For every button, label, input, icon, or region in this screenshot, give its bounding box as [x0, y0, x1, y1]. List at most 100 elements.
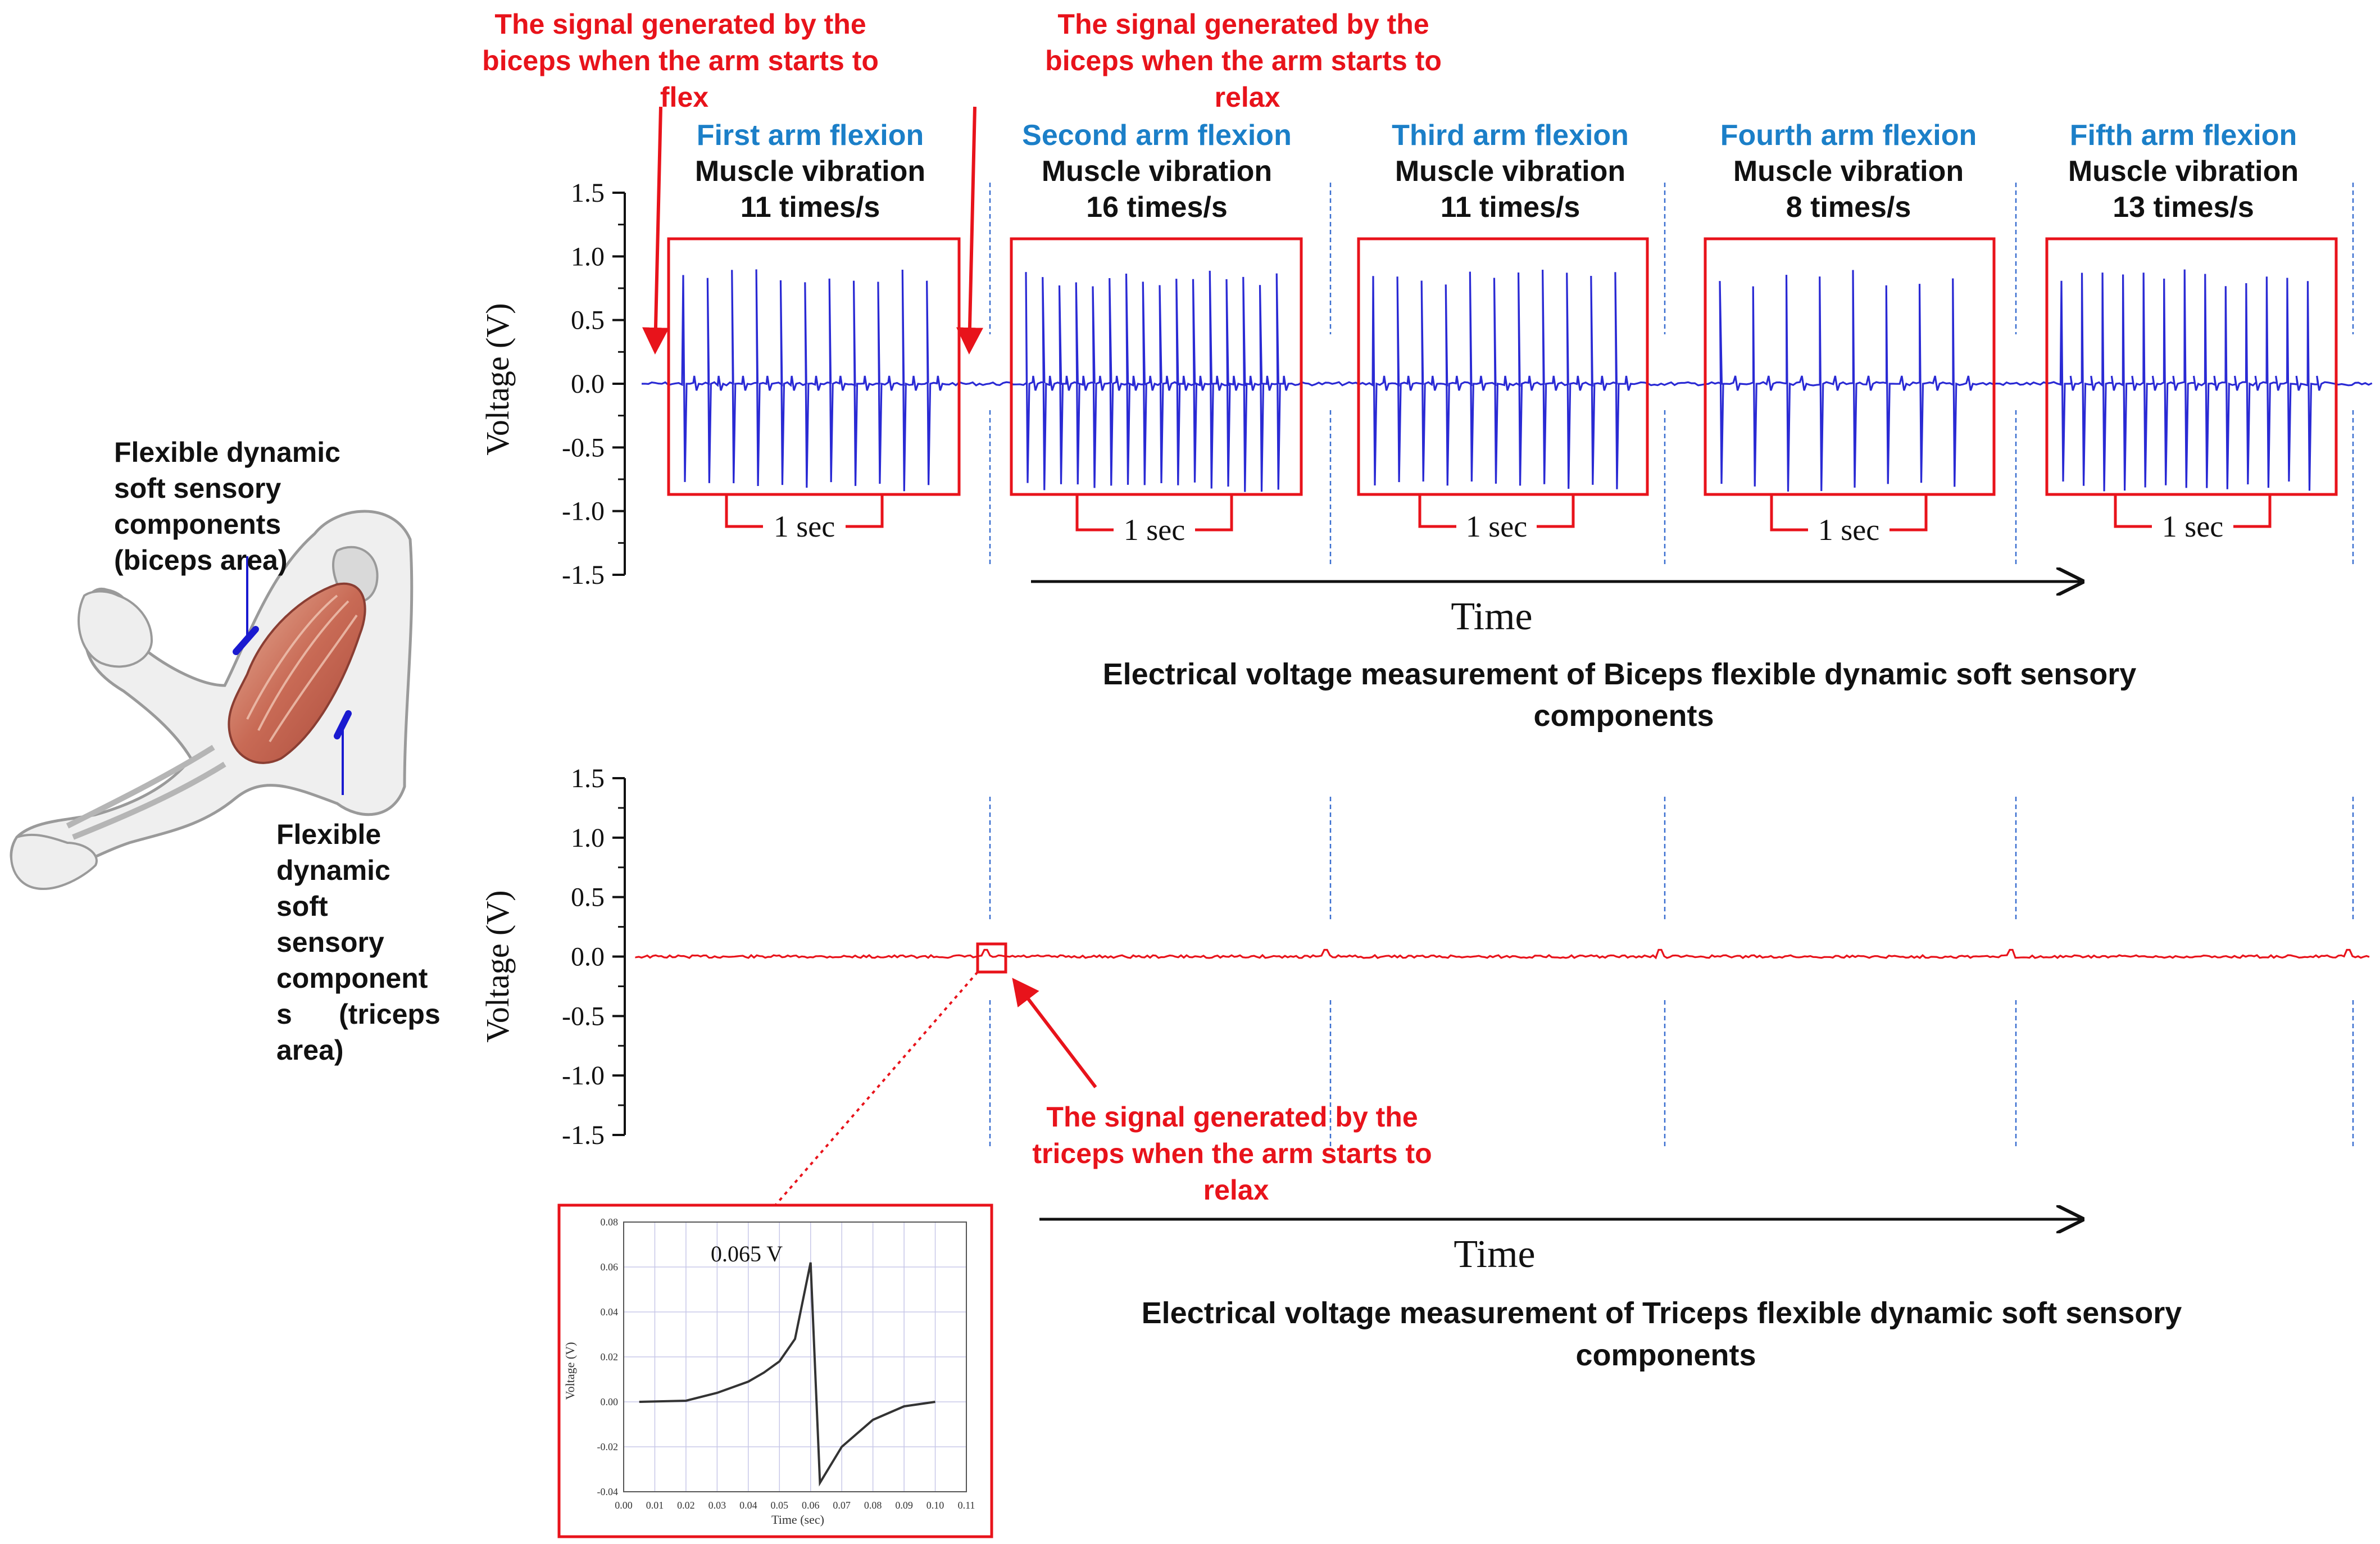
flexion-headers: First arm flexion Muscle vibration 11 ti… — [695, 119, 2299, 224]
triceps-tick-label: 0.5 — [571, 883, 605, 912]
inset-y-tick: 0.08 — [601, 1216, 619, 1228]
one-sec-label: 1 sec — [1466, 510, 1527, 543]
flexion-box — [1704, 237, 1996, 496]
biceps-tick-label: 0.0 — [571, 369, 605, 399]
flexion-title-3: Third arm flexion — [1392, 119, 1629, 152]
inset-peak-label: 0.065 V — [711, 1241, 783, 1266]
flexion-rate-2: 16 times/s — [1086, 191, 1228, 224]
flexion-vibration-1: Muscle vibration — [695, 155, 925, 188]
inset-y-title: Voltage (V) — [563, 1342, 577, 1400]
flexion-rate-1: 11 times/s — [741, 191, 880, 224]
one-sec-bracket-right — [1890, 494, 1928, 532]
flexion-title-1: First arm flexion — [697, 119, 924, 152]
biceps-flexion-boxes: 1 sec 1 sec 1 sec 1 sec 1 sec — [667, 237, 2338, 547]
flexion-vibration-3: Muscle vibration — [1395, 155, 1625, 188]
inset-y-tick: -0.02 — [597, 1441, 619, 1452]
one-sec-label: 1 sec — [2162, 510, 2223, 543]
zoom-inset: 0.00 0.01 0.02 0.03 0.04 0.05 0.06 0.07 0.08 0.09… — [557, 1204, 993, 1538]
flexion-box — [667, 237, 961, 496]
biceps-tick-label: -0.5 — [562, 433, 605, 462]
triceps-zoom-marker — [976, 942, 1007, 974]
triceps-pointer-arrow — [1012, 978, 1097, 1088]
flexion-title-5: Fifth arm flexion — [2070, 119, 2297, 152]
one-sec-bracket-left — [1770, 494, 1808, 532]
triceps-y-axis-title: Voltage (V) — [479, 890, 516, 1042]
biceps-tick-label: -1.0 — [562, 497, 605, 526]
inset-x-tick: 0.05 — [771, 1500, 789, 1511]
one-sec-label: 1 sec — [774, 510, 835, 543]
one-sec-bracket-left — [725, 494, 763, 528]
biceps-relax-annotation: The signal generated by the biceps when … — [1045, 8, 1450, 113]
inset-y-tick: 0.02 — [601, 1351, 619, 1363]
one-sec-bracket-left — [1418, 494, 1456, 528]
one-sec-bracket-left — [1075, 494, 1114, 532]
inset-x-tick: 0.11 — [958, 1500, 975, 1511]
biceps-x-axis-title: Time — [1451, 595, 1532, 638]
inset-y-tick: 0.00 — [601, 1396, 619, 1407]
forearm-bones — [66, 744, 226, 840]
flexion-title-4: Fourth arm flexion — [1720, 119, 1977, 152]
biceps-muscle — [228, 582, 366, 764]
inset-plot-frame — [623, 1221, 967, 1492]
flexion-vibration-4: Muscle vibration — [1733, 155, 1964, 188]
triceps-tick-label: 1.0 — [571, 823, 605, 853]
inset-x-tick: 0.04 — [739, 1500, 757, 1511]
inset-x-tick: 0.06 — [802, 1500, 820, 1511]
biceps-sensor-label: Flexible dynamic soft sensory components… — [114, 437, 348, 576]
one-sec-bracket-right — [1537, 494, 1575, 528]
biceps-tick-label: -1.5 — [562, 560, 605, 590]
one-sec-bracket-right — [1195, 494, 1233, 532]
biceps-y-axis-title: Voltage (V) — [479, 303, 516, 455]
one-sec-bracket-right — [846, 494, 884, 528]
triceps-tick-label: 1.5 — [571, 764, 605, 793]
zoom-leader-line — [774, 971, 979, 1206]
inset-y-tick: 0.04 — [601, 1306, 619, 1318]
triceps-trace — [635, 948, 2370, 960]
triceps-tick-label: -0.5 — [562, 1001, 605, 1031]
inset-x-tick: 0.08 — [864, 1500, 882, 1511]
inset-x-tick: 0.09 — [895, 1500, 913, 1511]
inset-x-title: Time (sec) — [771, 1513, 824, 1527]
triceps-x-axis-title: Time — [1454, 1233, 1535, 1276]
flexion-box — [1357, 237, 1649, 496]
triceps-dividers — [989, 797, 2354, 1146]
flexion-vibration-5: Muscle vibration — [2068, 155, 2299, 188]
fist — [78, 590, 153, 668]
biceps-fibers — [246, 594, 358, 743]
biceps-dividers — [989, 183, 2354, 565]
one-sec-bracket-right — [2233, 494, 2272, 528]
inset-x-tick: 0.07 — [833, 1500, 851, 1511]
flexion-rate-4: 8 times/s — [1786, 191, 1911, 224]
flexion-vibration-2: Muscle vibration — [1042, 155, 1272, 188]
relax-pointer-arrow — [956, 106, 983, 355]
biceps-trace — [641, 269, 2373, 492]
inset-x-tick: 0.10 — [926, 1500, 944, 1511]
triceps-relax-annotation: The signal generated by the triceps when… — [1032, 1101, 1439, 1206]
biceps-tick-label: 1.0 — [571, 242, 605, 271]
biceps-tick-label: 0.5 — [571, 306, 605, 335]
flexion-rate-5: 13 times/s — [2113, 191, 2254, 224]
one-sec-label: 1 sec — [1818, 513, 1879, 547]
flexion-rate-3: 11 times/s — [1441, 191, 1580, 224]
hand — [10, 833, 98, 890]
inset-trace — [639, 1262, 935, 1487]
arm-illustration — [10, 510, 414, 890]
inset-x-tick: 0.00 — [615, 1500, 633, 1511]
biceps-chart-title: Electrical voltage measurement of Biceps… — [1103, 657, 2145, 733]
biceps-flex-annotation: The signal generated by the biceps when … — [482, 8, 887, 113]
biceps-sensor — [233, 626, 259, 655]
one-sec-bracket-left — [2114, 494, 2152, 528]
flexion-title-2: Second arm flexion — [1022, 119, 1292, 152]
triceps-tick-label: -1.0 — [562, 1061, 605, 1091]
inset-y-tick: 0.06 — [601, 1261, 619, 1273]
triceps-chart: 1.5 1.0 0.5 0.0 -0.5 -1.0 -1.5 Voltage (V) The… — [479, 764, 2370, 1372]
flexion-box — [2045, 237, 2338, 496]
biceps-chart: 1.5 1.0 0.5 0.0 -0.5 -1.0 -1.5 1 sec 1 sec 1 sec… — [479, 178, 2373, 733]
flex-pointer-arrow — [642, 106, 669, 355]
biceps-y-axis: 1.5 1.0 0.5 0.0 -0.5 -1.0 -1.5 — [562, 178, 626, 590]
triceps-tick-label: 0.0 — [571, 942, 605, 972]
biceps-tick-label: 1.5 — [571, 178, 605, 208]
triceps-chart-title: Electrical voltage measurement of Tricep… — [1142, 1296, 2191, 1372]
inset-y-tick: -0.04 — [597, 1486, 619, 1497]
triceps-y-axis: 1.5 1.0 0.5 0.0 -0.5 -1.0 -1.5 — [562, 764, 626, 1150]
